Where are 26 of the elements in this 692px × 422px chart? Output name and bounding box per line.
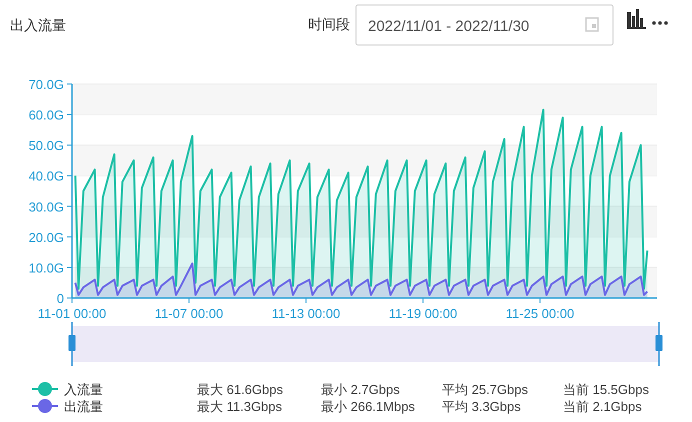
x-tick-label: 11-07 00:00 xyxy=(154,306,224,321)
text: 当前 15.5Gbps xyxy=(563,382,650,397)
text: 最小 2.7Gbps xyxy=(321,382,400,397)
y-tick-label: 70.0G xyxy=(28,77,64,92)
x-tick-label: 11-25 00:00 xyxy=(506,306,574,321)
legend-label: 入流量 xyxy=(64,382,103,397)
x-tick-label: 11-01 00:00 xyxy=(38,306,106,321)
y-tick-label: 30.0G xyxy=(28,199,64,214)
text: 最小 266.1Mbps xyxy=(321,399,416,414)
y-tick-label: 40.0G xyxy=(28,168,64,184)
chart-title: 出入流量 xyxy=(10,17,66,33)
text: 平均 3.3Gbps xyxy=(442,399,522,414)
legend-label: 出流量 xyxy=(64,399,103,414)
text: 平均 25.7Gbps xyxy=(442,382,528,397)
y-tick-label: 20.0G xyxy=(28,230,64,245)
text: 最大 11.3Gbps xyxy=(197,399,283,414)
y-tick-label: 10.0G xyxy=(28,260,64,276)
text: 当前 2.1Gbps xyxy=(563,399,642,414)
y-tick-label: 60.0G xyxy=(28,108,64,123)
text: 最大 61.6Gbps xyxy=(197,382,284,397)
x-tick-label: 11-19 00:00 xyxy=(388,306,458,321)
x-tick-label: 11-13 00:00 xyxy=(272,306,340,321)
y-tick-label: 50.0G xyxy=(28,138,64,154)
text: 2022/11/01 - 2022/11/30 xyxy=(368,18,530,35)
text: 时间段 xyxy=(308,16,350,32)
y-tick-label: 0 xyxy=(56,291,64,306)
